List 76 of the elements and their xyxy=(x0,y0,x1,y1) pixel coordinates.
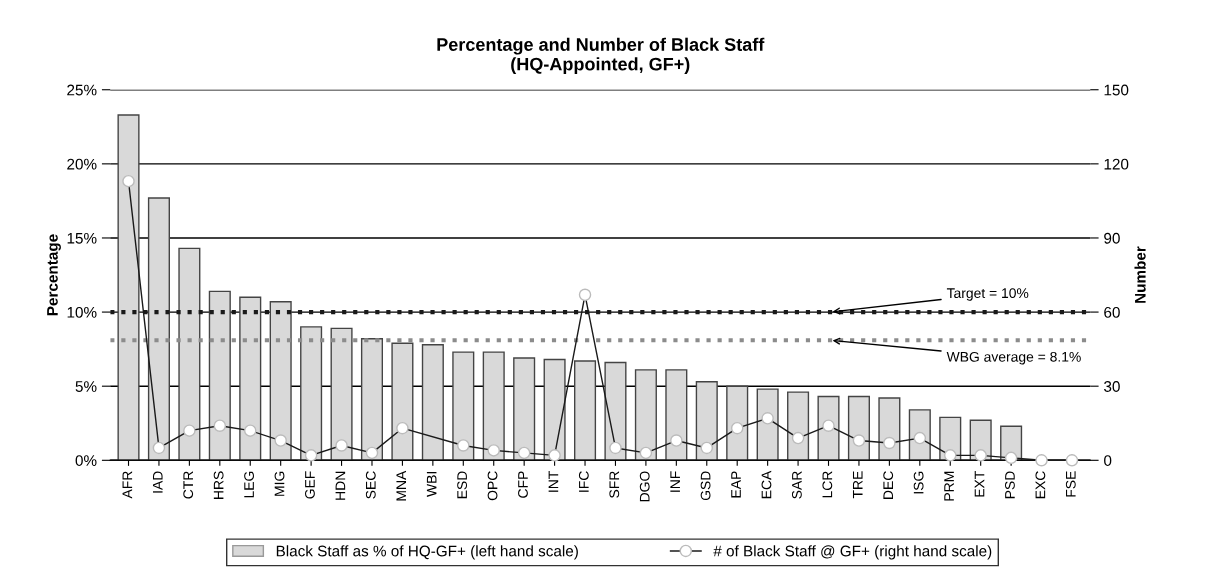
bar xyxy=(604,361,627,461)
bar xyxy=(878,397,901,461)
bar xyxy=(665,369,688,461)
bar xyxy=(421,343,444,461)
bar xyxy=(330,327,353,461)
bar xyxy=(452,351,475,461)
x-tick-label: FSE xyxy=(1065,471,1076,497)
x-tick-label: LCR xyxy=(822,471,833,498)
x-tick-label: INF xyxy=(670,471,680,492)
y-tick-label: 0% xyxy=(75,455,97,466)
x-tick-label: WBI xyxy=(426,472,437,497)
x-tick-label: EAP xyxy=(731,471,741,498)
x-tick-label: PRM xyxy=(944,471,954,501)
x-tick-label: EXC xyxy=(1035,471,1046,499)
x-tick-label: HRS xyxy=(213,471,224,499)
y2-tick-label: 60 xyxy=(1104,306,1120,318)
bar xyxy=(573,360,597,461)
y2-tick-label: 30 xyxy=(1104,381,1120,392)
x-tick-label: SAR xyxy=(791,471,802,499)
bar xyxy=(269,301,292,461)
x-tick-label: HDN xyxy=(335,471,346,500)
x-tick-label: IAD xyxy=(152,471,163,493)
y2-tick-label: 0 xyxy=(1104,455,1112,466)
x-tick-label: INT xyxy=(548,471,559,492)
legend-label: # of Black Staff @ GF+ (right hand scale) xyxy=(713,545,992,560)
y2-axis-title: Number xyxy=(1134,246,1146,303)
bar xyxy=(634,369,657,461)
x-tick-label: EXT xyxy=(974,471,985,497)
y-tick-label: 5% xyxy=(75,381,97,392)
chart-title: Percentage and Number of Black Staff (HQ-Appointed, GF+) xyxy=(437,37,765,75)
bar xyxy=(178,247,201,461)
bar xyxy=(391,342,414,461)
x-tick-label: DEC xyxy=(883,471,894,499)
x-tick-label: CTR xyxy=(183,471,194,499)
y-tick-label: 15% xyxy=(67,232,97,244)
x-tick-label: ISG xyxy=(913,471,924,494)
bar xyxy=(239,296,262,461)
y-tick-label: 10% xyxy=(67,306,97,318)
x-tick-label: MNA xyxy=(396,470,407,501)
legend-label: Black Staff as % of HQ-GF+ (left hand scale) xyxy=(276,545,578,560)
bar xyxy=(482,351,505,461)
y2-tick-label: 120 xyxy=(1104,158,1129,170)
x-tick-label: MIG xyxy=(274,471,285,496)
x-tick-label: DGO xyxy=(639,471,650,502)
ref-line-label: WBG average = 8.1% xyxy=(946,351,1081,365)
bar xyxy=(756,388,779,461)
x-tick-label: CFP xyxy=(518,471,528,498)
bar xyxy=(787,391,810,461)
bar xyxy=(817,395,840,461)
x-tick-label: ECA xyxy=(761,470,772,499)
x-tick-label: GEF xyxy=(305,471,315,499)
y2-tick-label: 90 xyxy=(1104,232,1120,244)
x-tick-label: PSD xyxy=(1005,471,1015,499)
bar xyxy=(208,290,231,461)
x-tick-label: SEC xyxy=(365,471,376,499)
bar xyxy=(300,326,323,461)
ref-line-label: Target = 10% xyxy=(946,288,1029,301)
y-tick-label: 20% xyxy=(67,158,97,170)
bar xyxy=(695,381,718,461)
bar xyxy=(726,385,749,461)
bar xyxy=(117,114,140,461)
bar xyxy=(147,197,170,461)
y-axis-title: Percentage xyxy=(47,234,61,316)
bar xyxy=(543,358,566,461)
x-tick-label: OPC xyxy=(487,471,498,501)
x-tick-label: ESD xyxy=(457,471,468,499)
x-tick-label: IFC xyxy=(578,471,589,492)
x-tick-label: TRE xyxy=(852,471,863,499)
x-tick-label: LEG xyxy=(244,471,254,498)
y-tick-label: 25% xyxy=(67,84,97,96)
bar xyxy=(513,357,536,461)
x-tick-label: GSD xyxy=(700,471,711,501)
x-tick-label: AFR xyxy=(122,471,133,499)
bar xyxy=(360,338,384,461)
x-tick-label: SFR xyxy=(609,471,620,498)
y2-tick-label: 150 xyxy=(1104,84,1129,96)
